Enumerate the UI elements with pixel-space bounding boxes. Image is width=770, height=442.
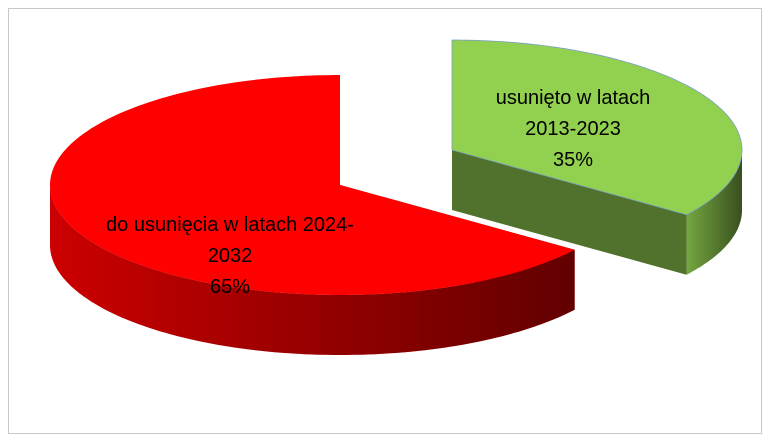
slice-face bbox=[452, 150, 687, 275]
slice-side-shade bbox=[686, 150, 742, 275]
value-label: 35% bbox=[552, 149, 594, 171]
data-label: usunięto w latach 2013-2023 35% bbox=[478, 83, 668, 176]
value-label: 65% bbox=[209, 276, 251, 298]
slice bbox=[50, 75, 575, 295]
data-label: do usunięcia w latach 2024-2032 65% bbox=[105, 210, 355, 303]
category-label: do usunięcia w latach 2024-2032 bbox=[106, 214, 354, 267]
category-label: usunięto w latach 2013-2023 bbox=[495, 87, 651, 140]
slice-side-shade bbox=[50, 185, 575, 355]
slice bbox=[451, 39, 743, 216]
slice-face-shade bbox=[452, 150, 687, 275]
